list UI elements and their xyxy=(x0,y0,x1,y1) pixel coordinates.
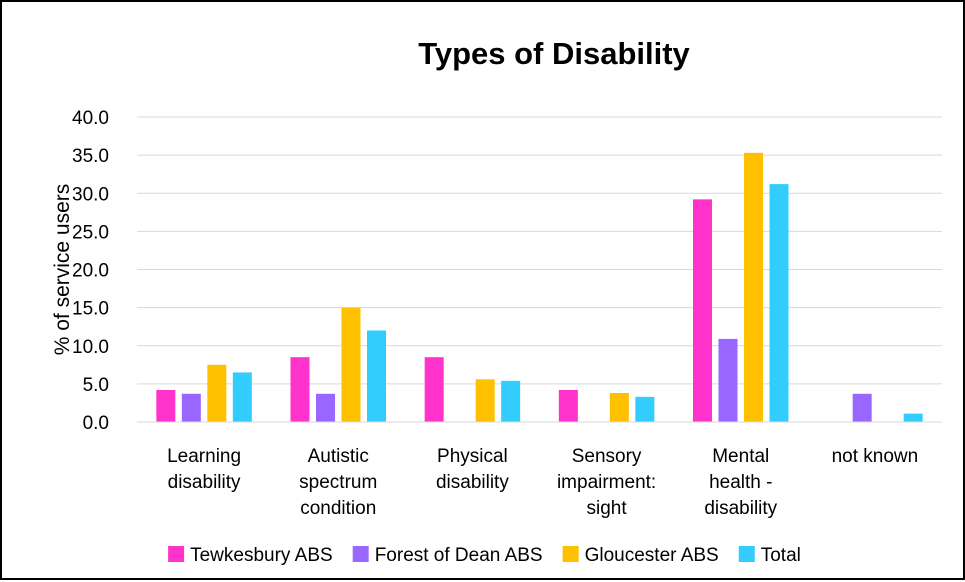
bar xyxy=(769,184,789,422)
x-category-label: Sensory impairment: sight xyxy=(557,446,656,519)
y-tick-label: 5.0 xyxy=(83,375,109,396)
y-tick-label: 15.0 xyxy=(72,299,109,320)
legend-label: Total xyxy=(761,545,801,566)
bar xyxy=(475,379,495,422)
bar xyxy=(693,199,712,422)
x-category-label: Autistic spectrum condition xyxy=(299,446,377,519)
legend-label: Forest of Dean ABS xyxy=(375,545,543,566)
bar xyxy=(232,372,252,422)
bar xyxy=(635,396,655,422)
legend-swatch xyxy=(168,546,185,562)
bar xyxy=(501,380,521,422)
x-category-label: Physical disability xyxy=(436,446,509,493)
bar xyxy=(744,152,763,422)
y-axis-label: % of service users xyxy=(51,184,74,356)
x-category-label: Mental health -disability xyxy=(704,446,777,519)
y-tick-label: 25.0 xyxy=(72,222,109,243)
bar xyxy=(207,364,227,422)
bar xyxy=(341,307,361,422)
y-tick-label: 20.0 xyxy=(72,261,109,282)
bar xyxy=(156,389,176,422)
y-tick-label: 10.0 xyxy=(72,337,109,358)
bar xyxy=(903,413,923,422)
bar xyxy=(558,389,578,422)
bar xyxy=(181,393,201,422)
x-category-label: not known xyxy=(832,446,919,467)
bar xyxy=(609,393,629,422)
legend-label: Gloucester ABS xyxy=(585,545,719,566)
bar xyxy=(290,357,310,422)
chart-title: Types of Disability xyxy=(418,36,690,71)
bar xyxy=(718,338,738,422)
legend-label: Tewkesbury ABS xyxy=(190,545,333,566)
y-tick-label: 30.0 xyxy=(72,184,109,205)
legend-swatch xyxy=(352,546,369,562)
bar xyxy=(367,330,386,422)
bars xyxy=(156,152,923,422)
x-axis-categories: Learning disability Autistic spectrum condit… xyxy=(167,446,918,519)
y-tick-label: 40.0 xyxy=(72,108,109,129)
gridlines xyxy=(137,116,942,385)
legend: Tewkesbury ABS Forest of Dean ABS Gloucest… xyxy=(168,545,801,566)
bar xyxy=(424,357,444,422)
bar xyxy=(852,393,872,422)
y-tick-label: 0.0 xyxy=(83,413,109,434)
legend-swatch xyxy=(738,546,755,562)
y-axis-ticks: 0.0 5.0 10.0 15.0 20.0 25.0 30.0 35.0 40.0 xyxy=(72,108,109,434)
legend-swatch xyxy=(562,546,579,562)
bar xyxy=(316,393,335,422)
x-category-label: Learning disability xyxy=(167,446,241,493)
y-tick-label: 35.0 xyxy=(72,146,109,167)
